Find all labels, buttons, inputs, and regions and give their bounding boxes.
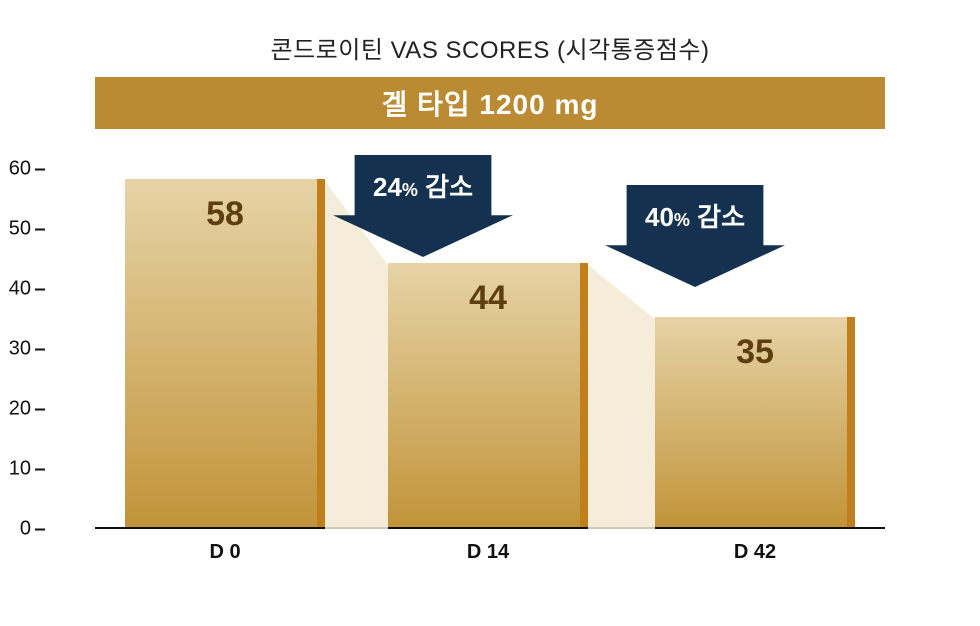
- decrease-label: 40% 감소: [605, 197, 785, 234]
- bar-edge: [317, 179, 325, 527]
- y-tick-mark: [35, 288, 45, 290]
- y-tick-mark: [35, 408, 45, 410]
- chart-area: 0102030405060 58443524% 감소40% 감소 D 0D 14…: [95, 169, 885, 589]
- bar-value-label: 35: [655, 317, 855, 372]
- bar-body: 58: [125, 179, 325, 527]
- bar-body: 35: [655, 317, 855, 527]
- x-tick-label: D 14: [467, 541, 509, 564]
- bar: 35: [655, 317, 855, 527]
- decrease-label: 24% 감소: [333, 167, 513, 204]
- y-tick-label: 30: [9, 338, 31, 361]
- bar-connector: [588, 265, 655, 529]
- y-tick-label: 10: [9, 458, 31, 481]
- chart-container: 콘드로이틴 VAS SCORES (시각통증점수) 겔 타입 1200 mg 0…: [95, 30, 885, 589]
- y-tick-label: 60: [9, 158, 31, 181]
- x-tick-label: D 0: [209, 541, 240, 564]
- y-tick: 10: [9, 458, 45, 481]
- plot-area: 58 44 35 24% 감소 40% 감소: [95, 169, 885, 529]
- y-tick: 50: [9, 218, 45, 241]
- y-tick-label: 20: [9, 398, 31, 421]
- bar-body: 44: [388, 263, 588, 527]
- chart-title: 콘드로이틴 VAS SCORES (시각통증점수): [95, 30, 885, 65]
- y-tick-label: 50: [9, 218, 31, 241]
- bar-edge: [580, 263, 588, 527]
- decrease-arrow: 24% 감소: [333, 147, 513, 257]
- y-tick-mark: [35, 348, 45, 350]
- bar-value-label: 44: [388, 263, 588, 318]
- y-tick: 40: [9, 278, 45, 301]
- bar-edge: [847, 317, 855, 527]
- y-tick-label: 0: [20, 518, 31, 541]
- x-tick-label: D 42: [734, 541, 776, 564]
- y-tick-mark: [35, 168, 45, 170]
- decrease-arrow: 40% 감소: [605, 177, 785, 287]
- y-tick-mark: [35, 228, 45, 230]
- y-tick-mark: [35, 468, 45, 470]
- y-tick: 60: [9, 158, 45, 181]
- y-tick-label: 40: [9, 278, 31, 301]
- y-tick: 20: [9, 398, 45, 421]
- chart-banner: 겔 타입 1200 mg: [95, 77, 885, 129]
- y-tick: 30: [9, 338, 45, 361]
- bar-value-label: 58: [125, 179, 325, 234]
- bar: 44: [388, 263, 588, 527]
- y-tick: 0: [20, 518, 45, 541]
- y-tick-mark: [35, 528, 45, 530]
- bar: 58: [125, 179, 325, 527]
